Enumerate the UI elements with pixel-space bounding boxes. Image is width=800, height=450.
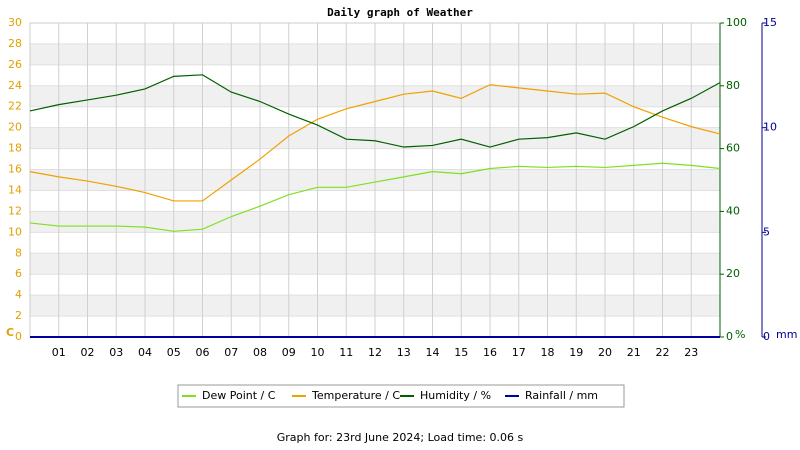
x-tick-label: 06 (196, 346, 210, 359)
x-tick-label: 22 (656, 346, 670, 359)
y3-tick-label: 10 (763, 121, 777, 134)
y2-tick-label: 80 (726, 79, 740, 92)
x-tick-label: 03 (109, 346, 123, 359)
y-tick-label: 4 (15, 288, 22, 301)
y2-tick-label: 100 (726, 16, 747, 29)
y-tick-label: 14 (8, 183, 22, 196)
y-tick-label: 2 (15, 309, 22, 322)
y-tick-label: 20 (8, 121, 22, 134)
y-tick-label: 10 (8, 225, 22, 238)
y-tick-label: 22 (8, 100, 22, 113)
x-tick-label: 20 (598, 346, 612, 359)
y-tick-label: 6 (15, 267, 22, 280)
x-tick-label: 14 (426, 346, 440, 359)
y3-axis-label: mm (776, 328, 797, 341)
y-tick-label: 0 (15, 330, 22, 343)
y-tick-label: 28 (8, 37, 22, 50)
y-tick-label: 8 (15, 246, 22, 259)
y-tick-label: 12 (8, 204, 22, 217)
x-tick-label: 13 (397, 346, 411, 359)
x-tick-label: 23 (684, 346, 698, 359)
series-line (29, 84, 721, 202)
x-tick-label: 18 (541, 346, 555, 359)
legend-label: Temperature / C (311, 389, 400, 402)
x-tick-label: 09 (282, 346, 296, 359)
x-tick-label: 08 (253, 346, 267, 359)
x-tick-label: 10 (311, 346, 325, 359)
x-tick-label: 15 (454, 346, 468, 359)
x-tick-label: 01 (52, 346, 66, 359)
y2-tick-label: 40 (726, 204, 740, 217)
footer-note: Graph for: 23rd June 2024; Load time: 0.… (277, 431, 524, 444)
chart-title: Daily graph of Weather (327, 6, 473, 19)
y-tick-label: 30 (8, 16, 22, 29)
y2-tick-label: 20 (726, 267, 740, 280)
legend-label: Humidity / % (420, 389, 491, 402)
y3-tick-label: 0 (763, 330, 770, 343)
y3-tick-label: 5 (763, 225, 770, 238)
y-tick-label: 18 (8, 142, 22, 155)
x-tick-label: 05 (167, 346, 181, 359)
y-tick-label: 16 (8, 163, 22, 176)
x-tick-label: 17 (512, 346, 526, 359)
x-tick-label: 11 (339, 346, 353, 359)
y2-tick-label: 0 (726, 330, 733, 343)
series-line (29, 162, 721, 232)
series-line (29, 74, 721, 148)
y-tick-label: 24 (8, 79, 22, 92)
legend-label: Rainfall / mm (525, 389, 598, 402)
y2-axis-label: % (735, 328, 745, 341)
y2-tick-label: 60 (726, 142, 740, 155)
y3-tick-label: 15 (763, 16, 777, 29)
y-tick-label: 26 (8, 58, 22, 71)
x-tick-label: 07 (224, 346, 238, 359)
x-tick-label: 02 (81, 346, 95, 359)
x-tick-label: 04 (138, 346, 152, 359)
x-tick-label: 16 (483, 346, 497, 359)
y-axis-label: C (6, 326, 14, 339)
x-tick-label: 21 (627, 346, 641, 359)
legend-label: Dew Point / C (202, 389, 276, 402)
x-tick-label: 19 (569, 346, 583, 359)
x-tick-label: 12 (368, 346, 382, 359)
